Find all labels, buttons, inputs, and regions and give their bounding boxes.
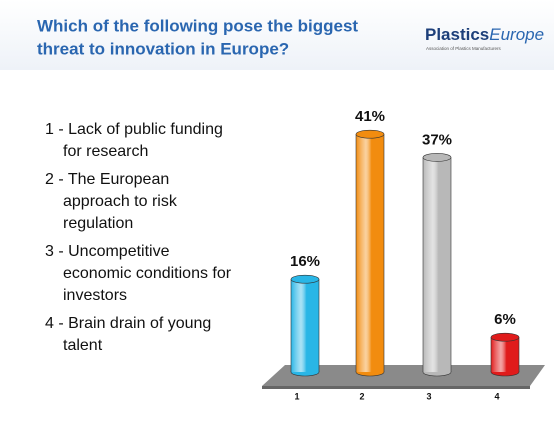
legend-text: approach to risk: [63, 193, 178, 210]
chart-title: threat to innovation in Europe?: [37, 39, 289, 58]
bar: [422, 153, 452, 377]
x-tick-label: 2: [359, 391, 364, 401]
legend-text: 2 - The European: [45, 171, 169, 188]
floor: [262, 365, 545, 386]
logo-accent: Europe: [489, 25, 544, 44]
bar: [355, 129, 385, 377]
legend-text: economic conditions for: [63, 265, 232, 282]
bar-top: [490, 332, 520, 342]
legend-text: regulation: [63, 215, 133, 232]
legend-text: 4 - Brain drain of young: [45, 315, 211, 332]
legend-text: 3 - Uncompetitive: [45, 243, 170, 260]
x-tick-label: 3: [426, 391, 431, 401]
bar-top: [355, 129, 385, 139]
bar-top: [290, 274, 320, 284]
bar-shine: [356, 134, 384, 372]
logo: PlasticsEurope: [425, 25, 544, 44]
chart-title: Which of the following pose the biggest: [37, 16, 358, 35]
bar-shine: [491, 337, 519, 372]
logo-tagline: Association of Plastics Manufacturers: [426, 46, 502, 51]
bar: [490, 332, 520, 377]
x-tick-label: 1: [294, 391, 299, 401]
value-label: 41%: [355, 108, 385, 125]
bar-shine: [291, 279, 319, 372]
floor-edge: [262, 386, 530, 389]
value-label: 6%: [494, 311, 516, 328]
value-label: 16%: [290, 253, 320, 270]
legend-text: investors: [63, 287, 127, 304]
bar: [290, 274, 320, 377]
x-tick-label: 4: [494, 391, 499, 401]
legend-text: for research: [63, 143, 148, 160]
bar-top: [422, 153, 452, 162]
value-label: 37%: [422, 131, 452, 148]
legend-text: 1 - Lack of public funding: [45, 121, 223, 138]
legend-text: talent: [63, 337, 103, 354]
logo-main: Plastics: [425, 25, 489, 44]
bar-shine: [423, 157, 451, 372]
header-band: [0, 0, 554, 70]
